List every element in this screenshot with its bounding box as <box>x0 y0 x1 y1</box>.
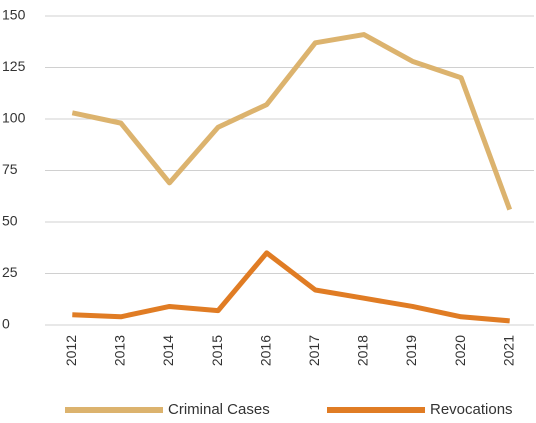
legend-label: Criminal Cases <box>168 401 270 418</box>
legend-label: Revocations <box>430 401 513 418</box>
x-tick-label: 2012 <box>63 335 79 366</box>
x-tick-label: 2021 <box>500 335 516 366</box>
y-tick-label: 100 <box>2 110 26 126</box>
y-tick-label: 50 <box>2 213 18 229</box>
x-tick-label: 2015 <box>209 335 225 366</box>
line-series <box>72 250 510 324</box>
y-tick-label: 150 <box>2 7 26 23</box>
x-tick-label: 2014 <box>160 335 176 366</box>
x-tick-label: 2018 <box>355 335 371 366</box>
y-tick-label: 25 <box>2 264 18 280</box>
y-tick-label: 125 <box>2 58 26 74</box>
x-tick-label: 2013 <box>112 335 128 366</box>
y-tick-label: 0 <box>2 316 10 332</box>
y-tick-label: 75 <box>2 161 18 177</box>
x-tick-label: 2017 <box>306 335 322 366</box>
x-tick-label: 2016 <box>257 335 273 366</box>
x-tick-label: 2019 <box>403 335 419 366</box>
line-series <box>71 32 513 211</box>
x-tick-label: 2020 <box>452 335 468 366</box>
